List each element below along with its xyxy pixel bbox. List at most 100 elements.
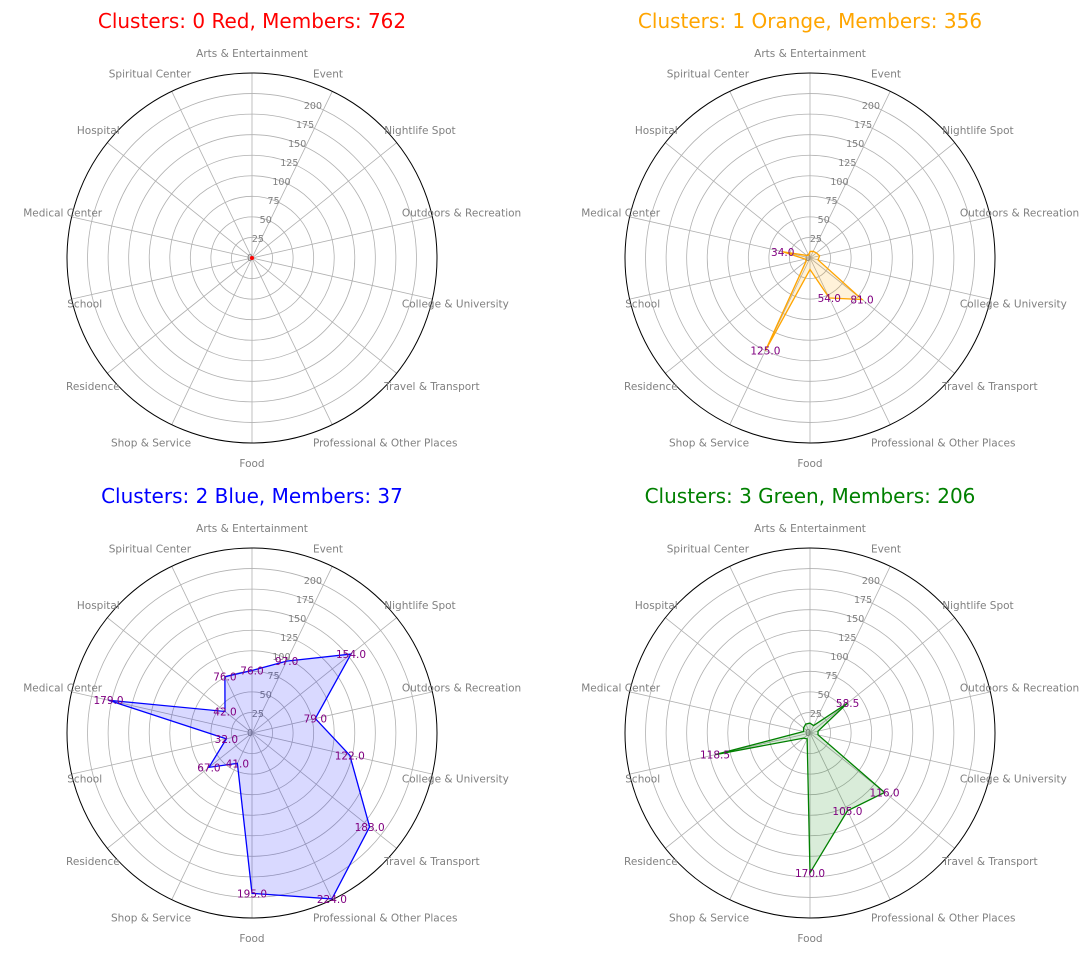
category-label: Residence bbox=[624, 856, 678, 868]
data-label: 224.0 bbox=[317, 894, 347, 906]
data-label: 116.0 bbox=[870, 787, 900, 799]
category-label: Food bbox=[239, 933, 264, 945]
category-label: Arts & Entertainment bbox=[754, 48, 866, 60]
spoke-line bbox=[251, 257, 333, 425]
spoke-line bbox=[71, 691, 253, 734]
spoke-line bbox=[107, 142, 253, 259]
radial-tick-label: 75 bbox=[268, 671, 280, 682]
radial-tick-label: 50 bbox=[818, 215, 830, 226]
category-label: School bbox=[625, 774, 660, 786]
category-label: Residence bbox=[624, 381, 678, 393]
data-label: 58.5 bbox=[836, 698, 859, 710]
category-label: Shop & Service bbox=[669, 913, 749, 925]
spoke-line bbox=[809, 732, 891, 900]
radial-tick-label: 125 bbox=[280, 633, 298, 644]
radar-panel-3: 0 25 50 75 100 125 150 175 200 Arts & Entertainme… bbox=[581, 484, 1079, 945]
series-area bbox=[108, 653, 371, 900]
category-label: Shop & Service bbox=[669, 438, 749, 450]
data-label: 34.0 bbox=[771, 247, 794, 259]
category-label: Residence bbox=[66, 856, 120, 868]
category-label: Food bbox=[239, 458, 264, 470]
data-label: 81.0 bbox=[850, 295, 873, 307]
spoke-line bbox=[251, 142, 397, 259]
radial-tick-label: 50 bbox=[260, 690, 272, 701]
radial-tick-label: 125 bbox=[838, 633, 856, 644]
category-label: Professional & Other Places bbox=[871, 913, 1016, 925]
radial-tick-label: 50 bbox=[818, 690, 830, 701]
spoke-line bbox=[251, 732, 333, 900]
data-label: 125.0 bbox=[750, 346, 780, 358]
category-label: Outdoors & Recreation bbox=[402, 207, 521, 219]
spoke-line bbox=[809, 142, 955, 259]
category-label: Hospital bbox=[77, 600, 120, 612]
data-label: 79.0 bbox=[304, 714, 327, 726]
spoke-line bbox=[171, 91, 253, 259]
spoke-line bbox=[251, 91, 333, 259]
series-area bbox=[714, 702, 886, 876]
data-label: 97.0 bbox=[275, 656, 298, 668]
spoke-line bbox=[729, 91, 811, 259]
series-area bbox=[764, 250, 864, 351]
spoke-line bbox=[251, 732, 433, 775]
radial-tick-label: 100 bbox=[830, 177, 848, 188]
spoke-line bbox=[629, 257, 811, 300]
data-label: 183.0 bbox=[355, 822, 385, 834]
data-label: 195.0 bbox=[237, 888, 267, 900]
radial-tick-label: 125 bbox=[838, 158, 856, 169]
category-label: Food bbox=[797, 933, 822, 945]
radial-tick-label: 100 bbox=[272, 177, 290, 188]
radar-panel-0: 0 25 50 75 100 125 150 175 200 Arts & Entertainme… bbox=[23, 9, 521, 470]
radial-tick-label: 200 bbox=[304, 101, 322, 112]
category-label: Hospital bbox=[635, 125, 678, 137]
category-label: Arts & Entertainment bbox=[196, 48, 308, 60]
spoke-line bbox=[729, 566, 811, 734]
category-label: Nightlife Spot bbox=[384, 600, 455, 612]
spoke-line bbox=[251, 732, 397, 849]
radial-tick-label: 150 bbox=[846, 139, 864, 150]
category-label: Medical Center bbox=[581, 207, 661, 219]
data-label: 42.0 bbox=[213, 706, 236, 718]
data-label: 179.0 bbox=[93, 695, 123, 707]
category-label: College & University bbox=[402, 774, 509, 786]
data-label: 154.0 bbox=[336, 649, 366, 661]
category-label: Professional & Other Places bbox=[313, 913, 458, 925]
spoke-line bbox=[251, 257, 397, 374]
polar-frame bbox=[66, 547, 438, 919]
category-label: School bbox=[67, 299, 102, 311]
radial-tick-label: 25 bbox=[810, 234, 822, 245]
chart-title: Clusters: 1 Orange, Members: 356 bbox=[638, 9, 982, 33]
data-label: 67.0 bbox=[197, 762, 220, 774]
category-label: Professional & Other Places bbox=[871, 438, 1016, 450]
spoke-line bbox=[809, 732, 991, 775]
radial-tick-label: 150 bbox=[846, 614, 864, 625]
category-label: Nightlife Spot bbox=[942, 125, 1013, 137]
radial-tick-label: 175 bbox=[296, 120, 314, 131]
category-label: Food bbox=[797, 458, 822, 470]
spoke-line bbox=[251, 566, 333, 734]
spoke-line bbox=[665, 142, 811, 259]
category-label: Shop & Service bbox=[111, 913, 191, 925]
radial-tick-label: 100 bbox=[272, 652, 290, 663]
radial-tick-label: 25 bbox=[252, 709, 264, 720]
category-label: College & University bbox=[402, 299, 509, 311]
spoke-line bbox=[71, 257, 253, 300]
spoke-line bbox=[809, 566, 891, 734]
category-label: Arts & Entertainment bbox=[196, 523, 308, 535]
category-label: Event bbox=[313, 68, 343, 80]
radial-tick-label: 125 bbox=[280, 158, 298, 169]
spoke-line bbox=[809, 617, 955, 734]
radial-tick-label: 175 bbox=[296, 595, 314, 606]
category-label: Arts & Entertainment bbox=[754, 523, 866, 535]
spoke-line bbox=[171, 566, 253, 734]
polar-frame bbox=[624, 547, 996, 919]
category-label: Travel & Transport bbox=[941, 381, 1037, 393]
data-point bbox=[250, 256, 254, 260]
spoke-line bbox=[729, 732, 811, 900]
category-label: Event bbox=[313, 543, 343, 555]
radial-tick-label: 0 bbox=[805, 728, 811, 739]
radial-tick-label: 0 bbox=[247, 253, 253, 264]
spoke-line bbox=[251, 216, 433, 259]
data-label: 76.0 bbox=[213, 672, 236, 684]
category-label: Spiritual Center bbox=[667, 543, 750, 555]
